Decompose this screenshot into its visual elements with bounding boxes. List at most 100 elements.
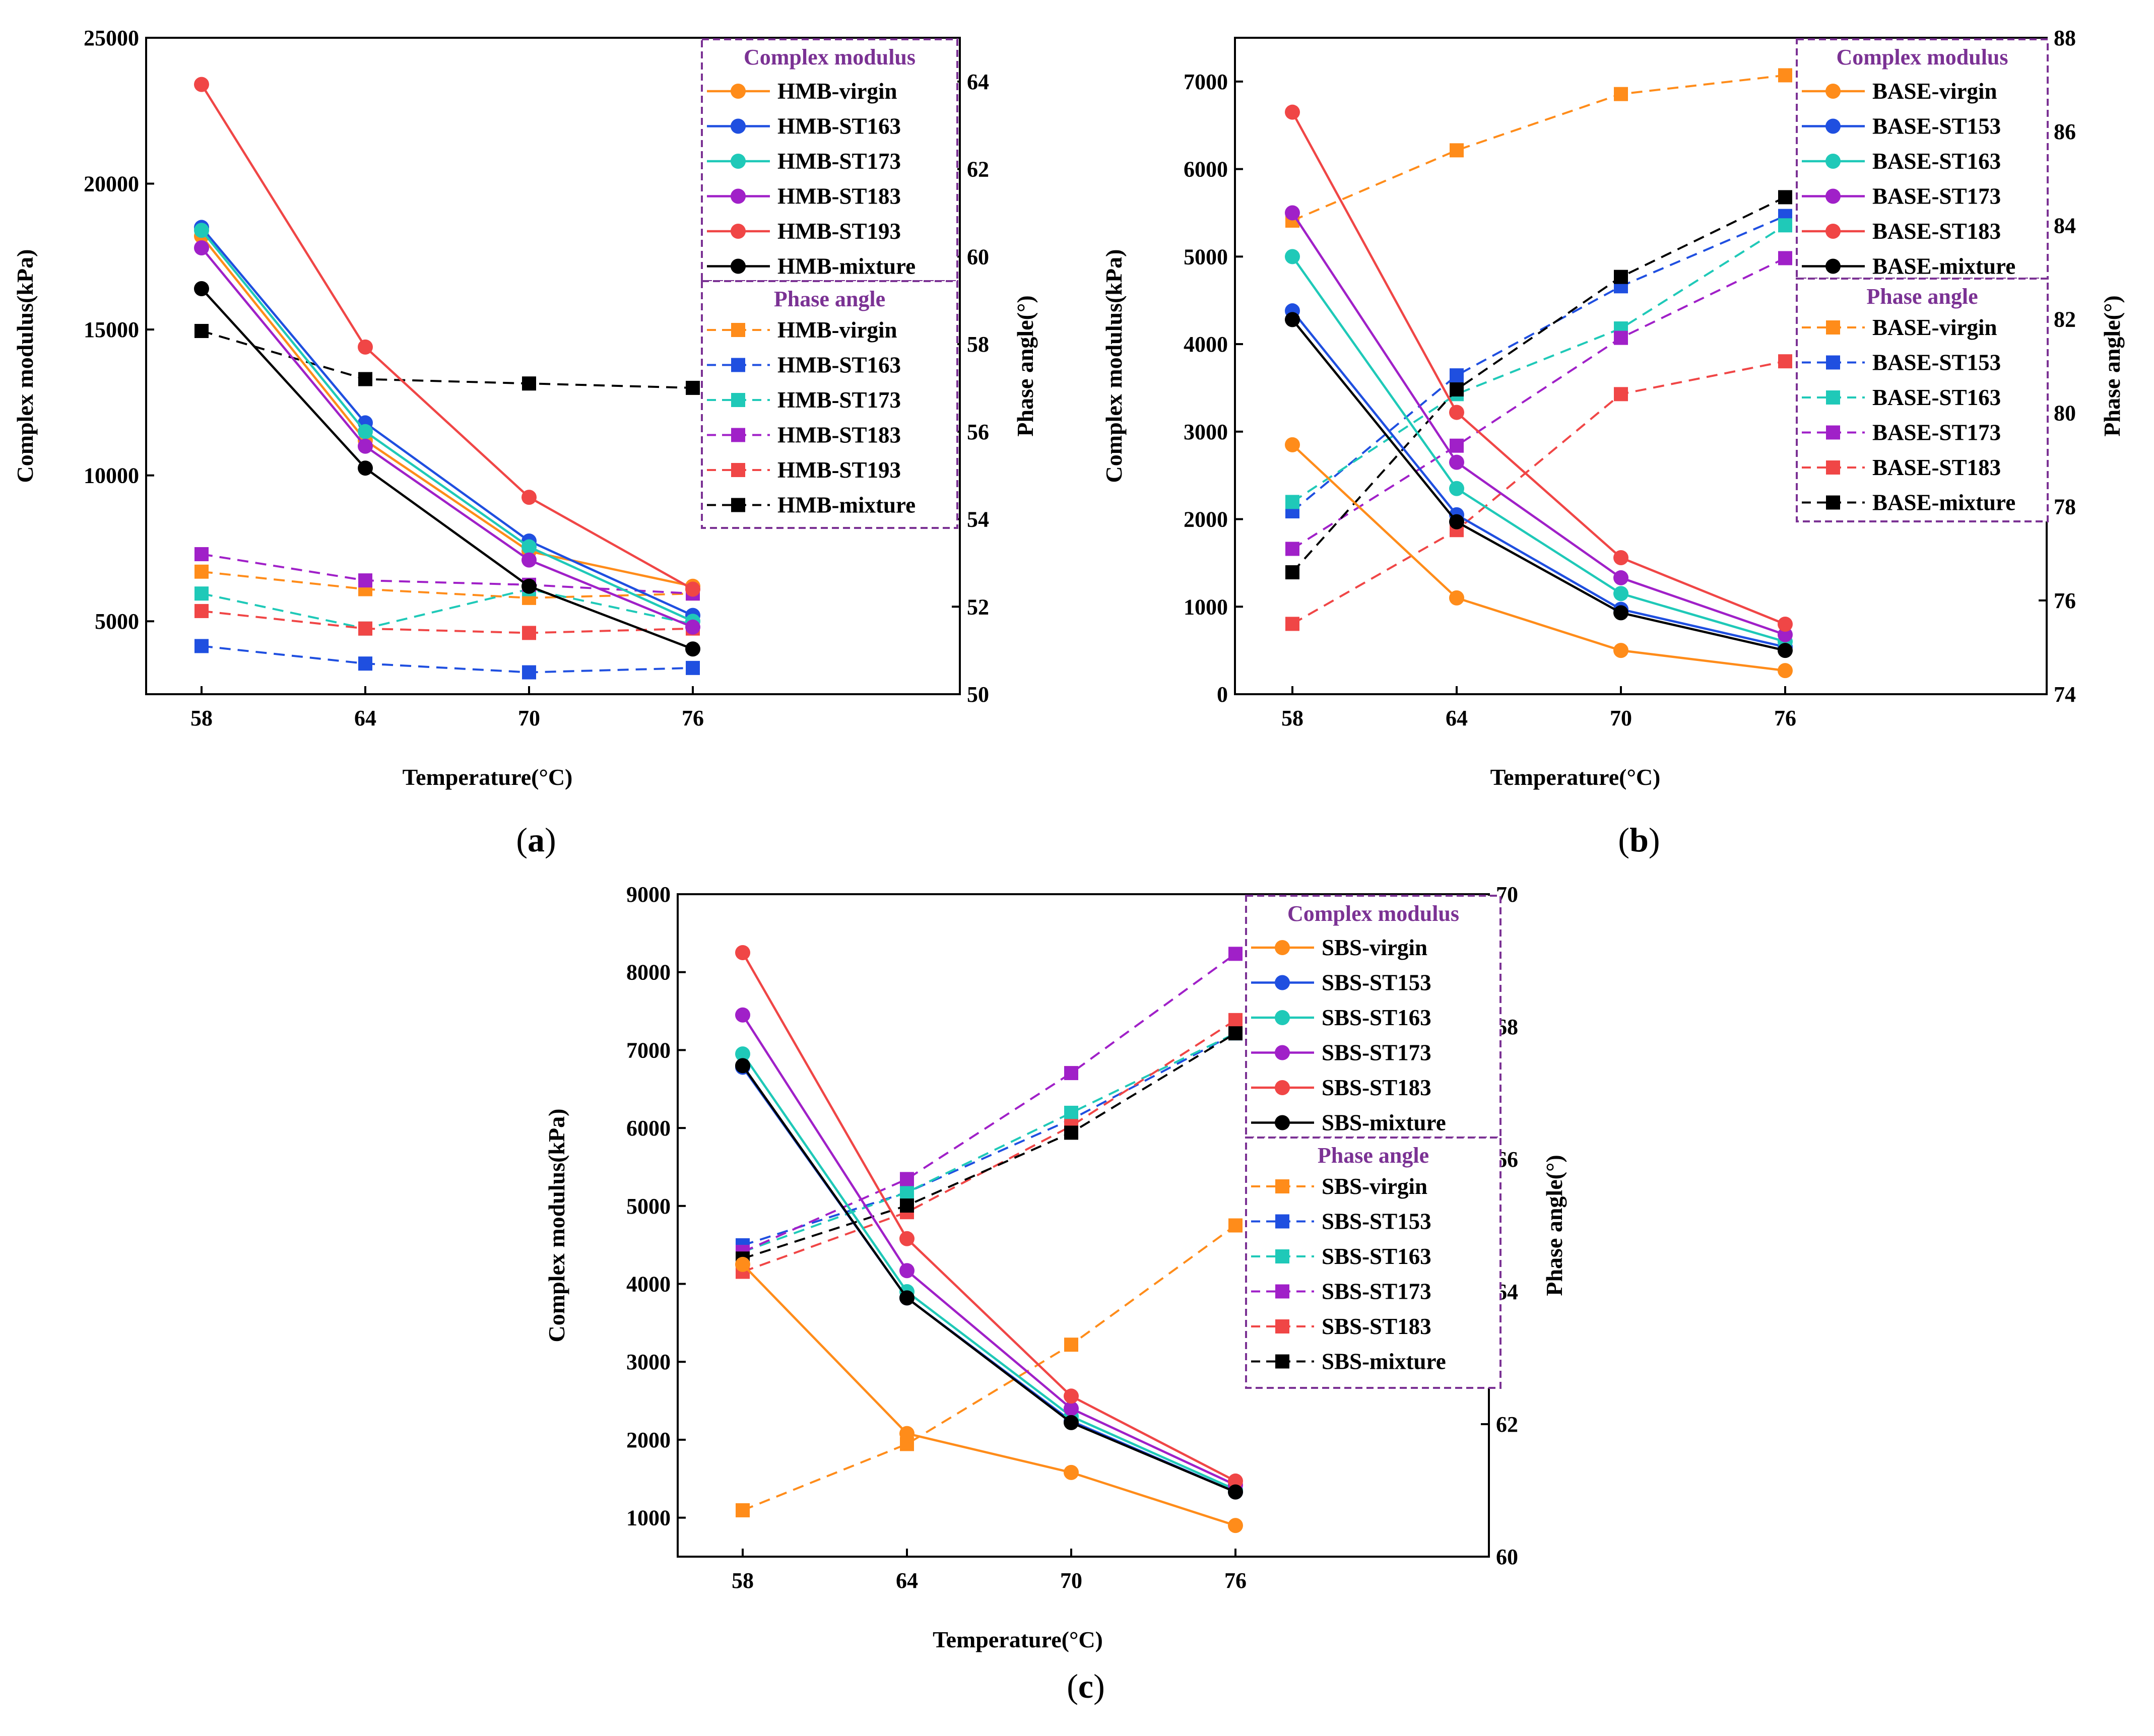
right-tick-label: 80 <box>2054 401 2076 426</box>
modulus-point-HMB-ST193 <box>521 490 537 505</box>
phase-line-HMB-ST163 <box>201 645 693 674</box>
modulus-point-BASE-ST173 <box>1613 570 1628 585</box>
right-tick-label: 58 <box>967 332 989 357</box>
phase-line-BASE-virgin <box>1292 74 1786 222</box>
phase-point-HMB-ST193 <box>194 604 209 618</box>
legend-marker <box>1826 390 1840 405</box>
modulus-point-HMB-ST183 <box>521 552 537 568</box>
phase-point-HMB-ST163 <box>522 665 536 680</box>
x-tick-label: 58 <box>732 1568 754 1593</box>
modulus-point-SBS-ST183 <box>899 1231 915 1246</box>
phase-point-SBS-ST163 <box>900 1185 914 1199</box>
modulus-point-HMB-ST173 <box>521 539 537 555</box>
legend-marker <box>1275 1284 1289 1299</box>
left-tick-label: 5000 <box>95 609 139 634</box>
phase-point-BASE-virgin <box>1450 143 1464 158</box>
phase-point-BASE-mixture <box>1285 565 1299 580</box>
modulus-point-SBS-ST173 <box>1064 1401 1079 1417</box>
phase-line-BASE-mixture <box>1291 196 1786 573</box>
modulus-line-SBS-mixture <box>742 1065 1236 1493</box>
x-axis-title: Temperature(°C) <box>1490 764 1661 790</box>
modulus-point-SBS-virgin <box>735 1256 750 1272</box>
legend-item-label: SBS-ST163 <box>1322 1005 1431 1030</box>
modulus-point-BASE-virgin <box>1449 590 1464 606</box>
left-tick-label: 7000 <box>626 1038 671 1062</box>
right-tick-label: 74 <box>2054 682 2076 707</box>
right-tick-label: 84 <box>2054 213 2076 238</box>
phase-point-BASE-ST153 <box>1450 368 1464 383</box>
modulus-point-BASE-mixture <box>1778 643 1793 658</box>
legend-marker <box>731 463 745 477</box>
phase-point-HMB-mixture <box>686 380 700 395</box>
legend-marker <box>731 224 746 239</box>
phase-point-SBS-mixture <box>1228 1026 1243 1041</box>
left-tick-label: 6000 <box>1184 157 1228 182</box>
modulus-point-BASE-ST173 <box>1449 454 1464 470</box>
left-axis-title: Complex modulus(kPa) <box>12 249 38 483</box>
phase-point-SBS-ST173 <box>900 1172 914 1186</box>
right-tick-label: 62 <box>967 157 989 182</box>
phase-line-BASE-ST173 <box>1291 257 1786 550</box>
legend-marker <box>731 118 746 134</box>
legend-marker <box>1825 154 1841 169</box>
legend-item-label: BASE-ST173 <box>1872 420 2001 445</box>
x-tick-label: 58 <box>1281 706 1303 730</box>
legend-marker <box>1825 84 1841 99</box>
left-tick-label: 4000 <box>626 1272 671 1297</box>
phase-point-HMB-virgin <box>194 564 209 579</box>
legend-marker <box>1275 1115 1290 1130</box>
phase-line-HMB-ST193 <box>201 610 693 634</box>
legend-item-label: HMB-virgin <box>777 79 897 104</box>
left-tick-label: 5000 <box>1184 244 1228 269</box>
phase-line-BASE-ST153 <box>1291 215 1786 512</box>
legend-marker <box>1826 495 1840 510</box>
right-tick-label: 82 <box>2054 307 2076 331</box>
phase-line-BASE-ST163 <box>1291 224 1786 503</box>
left-tick-label: 6000 <box>626 1116 671 1141</box>
legend-item-label: HMB-ST183 <box>777 423 901 448</box>
phase-point-HMB-mixture <box>358 372 372 386</box>
left-tick-label: 7000 <box>1184 70 1228 94</box>
x-tick-label: 70 <box>1610 706 1632 730</box>
right-tick-label: 88 <box>2054 26 2076 50</box>
right-tick-label: 60 <box>967 244 989 269</box>
chart-panel-b: 0 1000 2000 3000 4000 5000 6000 7000 74 76 78 80 82 8… <box>1101 26 2125 859</box>
phase-line-HMB-virgin <box>201 570 693 599</box>
legend-marker <box>731 393 745 407</box>
legend-marker <box>1275 1249 1289 1263</box>
phase-point-BASE-mixture <box>1614 270 1628 284</box>
legend-marker <box>1275 1319 1289 1333</box>
modulus-line-HMB-ST193 <box>201 84 694 590</box>
legend-item-label: BASE-ST183 <box>1872 455 2001 480</box>
chart-panel-c: 1000 2000 3000 4000 5000 6000 7000 8000 9000 60 62… <box>544 882 1567 1705</box>
modulus-point-HMB-ST193 <box>685 581 700 597</box>
modulus-line-BASE-mixture <box>1291 319 1786 652</box>
modulus-point-BASE-virgin <box>1285 437 1300 452</box>
modulus-point-SBS-ST173 <box>735 1007 750 1023</box>
legend-title-modulus: Complex modulus <box>1287 901 1459 926</box>
modulus-point-SBS-ST183 <box>735 945 750 961</box>
legend-item-label: HMB-virgin <box>777 317 897 343</box>
left-tick-label: 4000 <box>1184 332 1228 357</box>
legend-item-label: SBS-ST173 <box>1322 1040 1431 1065</box>
modulus-point-BASE-virgin <box>1778 663 1793 679</box>
modulus-point-HMB-ST193 <box>194 77 209 92</box>
right-axis-title: Phase angle(°) <box>1541 1155 1567 1296</box>
legend-item-label: BASE-ST183 <box>1872 219 2001 244</box>
legend-item-label: BASE-mixture <box>1872 254 2015 279</box>
legend-item-label: HMB-ST193 <box>777 219 901 244</box>
modulus-point-HMB-ST183 <box>358 438 373 454</box>
legend-item-label: SBS-ST183 <box>1322 1075 1431 1100</box>
modulus-line-SBS-ST183 <box>742 952 1236 1482</box>
phase-point-BASE-mixture <box>1778 190 1792 205</box>
legend-item-label: HMB-ST173 <box>777 387 901 413</box>
phase-point-BASE-ST163 <box>1778 218 1792 233</box>
legend-item-label: BASE-ST163 <box>1872 385 2001 410</box>
modulus-point-HMB-ST183 <box>194 240 209 255</box>
left-tick-label: 15000 <box>84 317 139 342</box>
modulus-line-BASE-ST173 <box>1291 212 1786 636</box>
phase-point-SBS-ST163 <box>1064 1105 1078 1120</box>
legend-marker <box>731 154 746 169</box>
phase-line-SBS-virgin <box>742 1224 1236 1511</box>
phase-point-BASE-virgin <box>1614 87 1628 101</box>
